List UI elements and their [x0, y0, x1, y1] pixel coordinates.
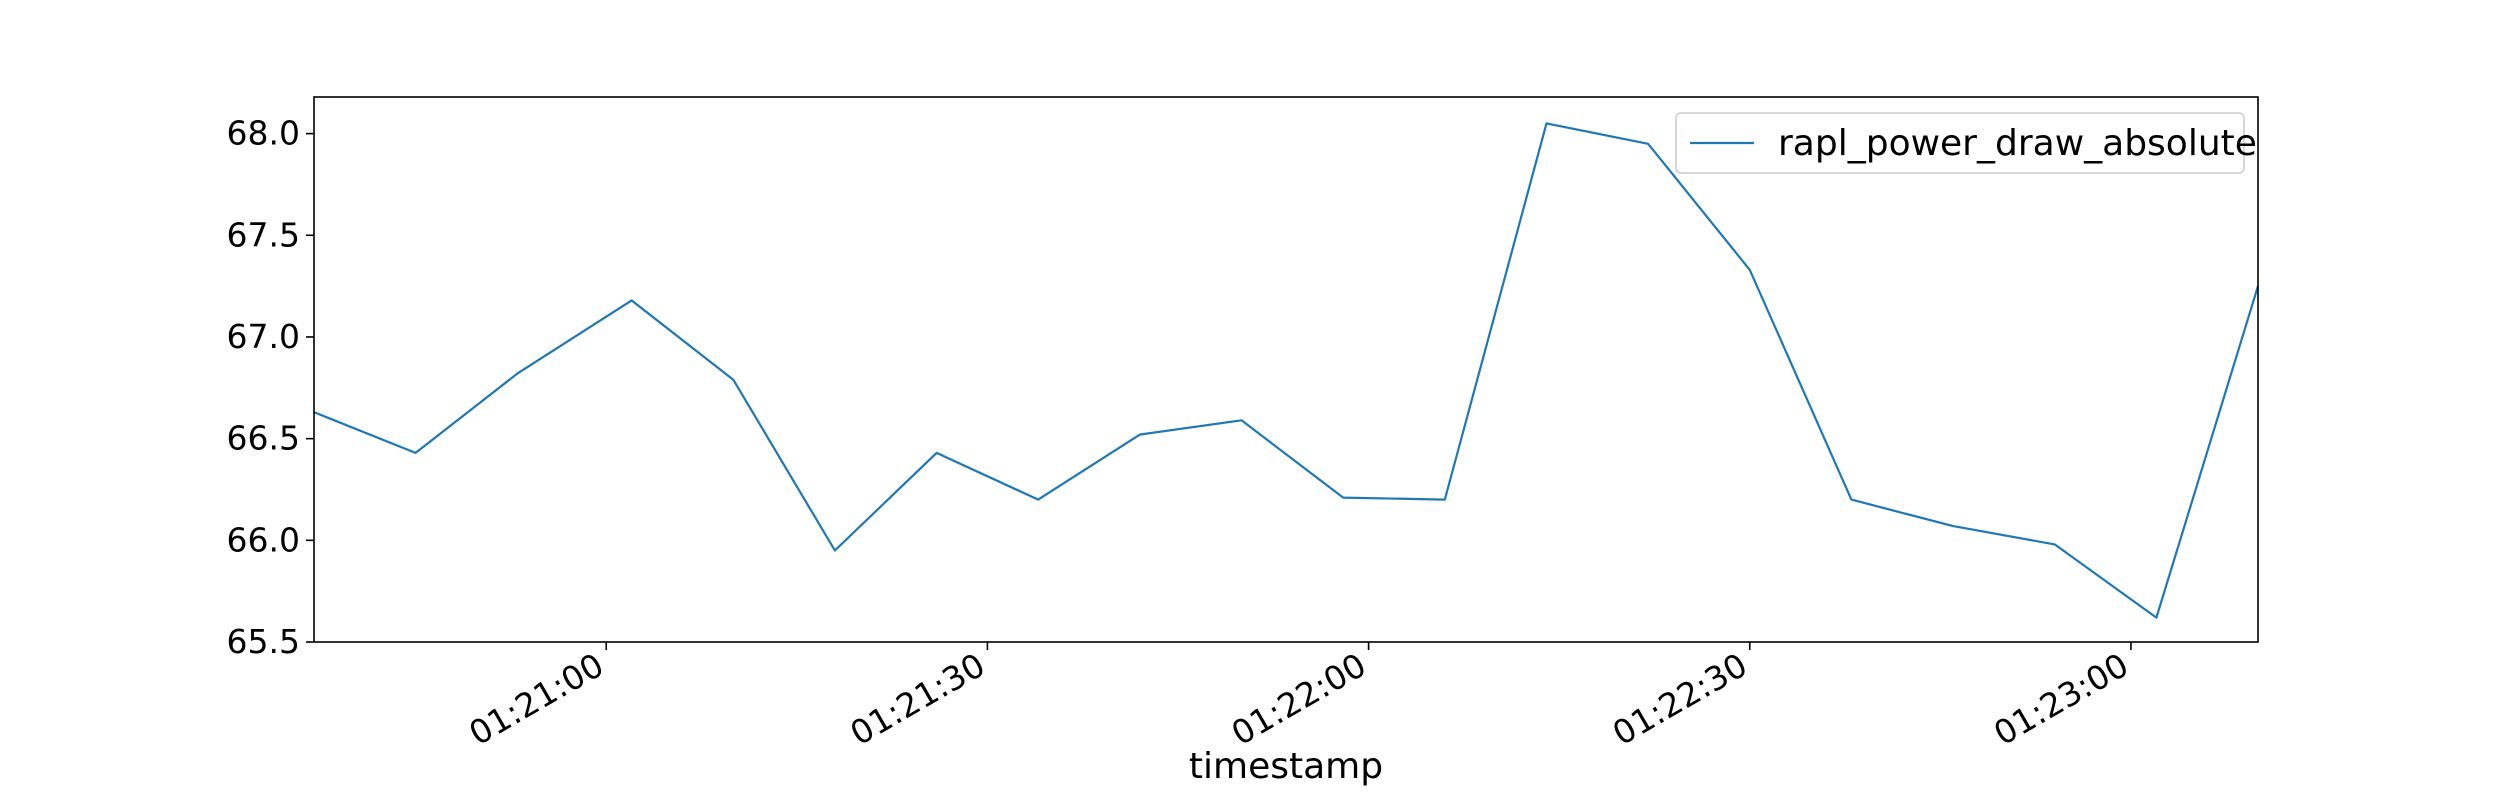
y-axis: 65.5 66.0 66.5 67.0 67.5 68.0 — [227, 114, 314, 661]
x-tick-label: 01:22:30 — [1606, 645, 1754, 753]
legend-frame — [1675, 112, 2245, 174]
y-tick-label: 66.5 — [227, 419, 300, 458]
x-tick-label: 01:22:00 — [1225, 645, 1373, 753]
y-tick-label: 66.0 — [227, 520, 300, 559]
plot-area — [313, 96, 2260, 643]
x-tick-label: 01:21:00 — [462, 645, 610, 753]
x-axis-label: timestamp — [1189, 746, 1383, 787]
legend-label: rapl_power_draw_absolute — [1778, 123, 2257, 164]
legend: rapl_power_draw_absolute — [1675, 112, 2257, 174]
series-line — [313, 122, 2260, 619]
x-tick-label: 01:21:30 — [844, 645, 992, 753]
x-axis: 01:21:00 01:21:30 01:22:00 01:22:30 01:23:00 — [462, 642, 2135, 753]
y-tick-label: 68.0 — [227, 114, 300, 153]
x-tick-label: 01:23:00 — [1987, 645, 2135, 753]
plot-frame — [313, 96, 2259, 643]
y-tick-label: 67.0 — [227, 317, 300, 356]
y-tick-label: 67.5 — [227, 215, 300, 254]
y-tick-label: 65.5 — [227, 622, 300, 661]
